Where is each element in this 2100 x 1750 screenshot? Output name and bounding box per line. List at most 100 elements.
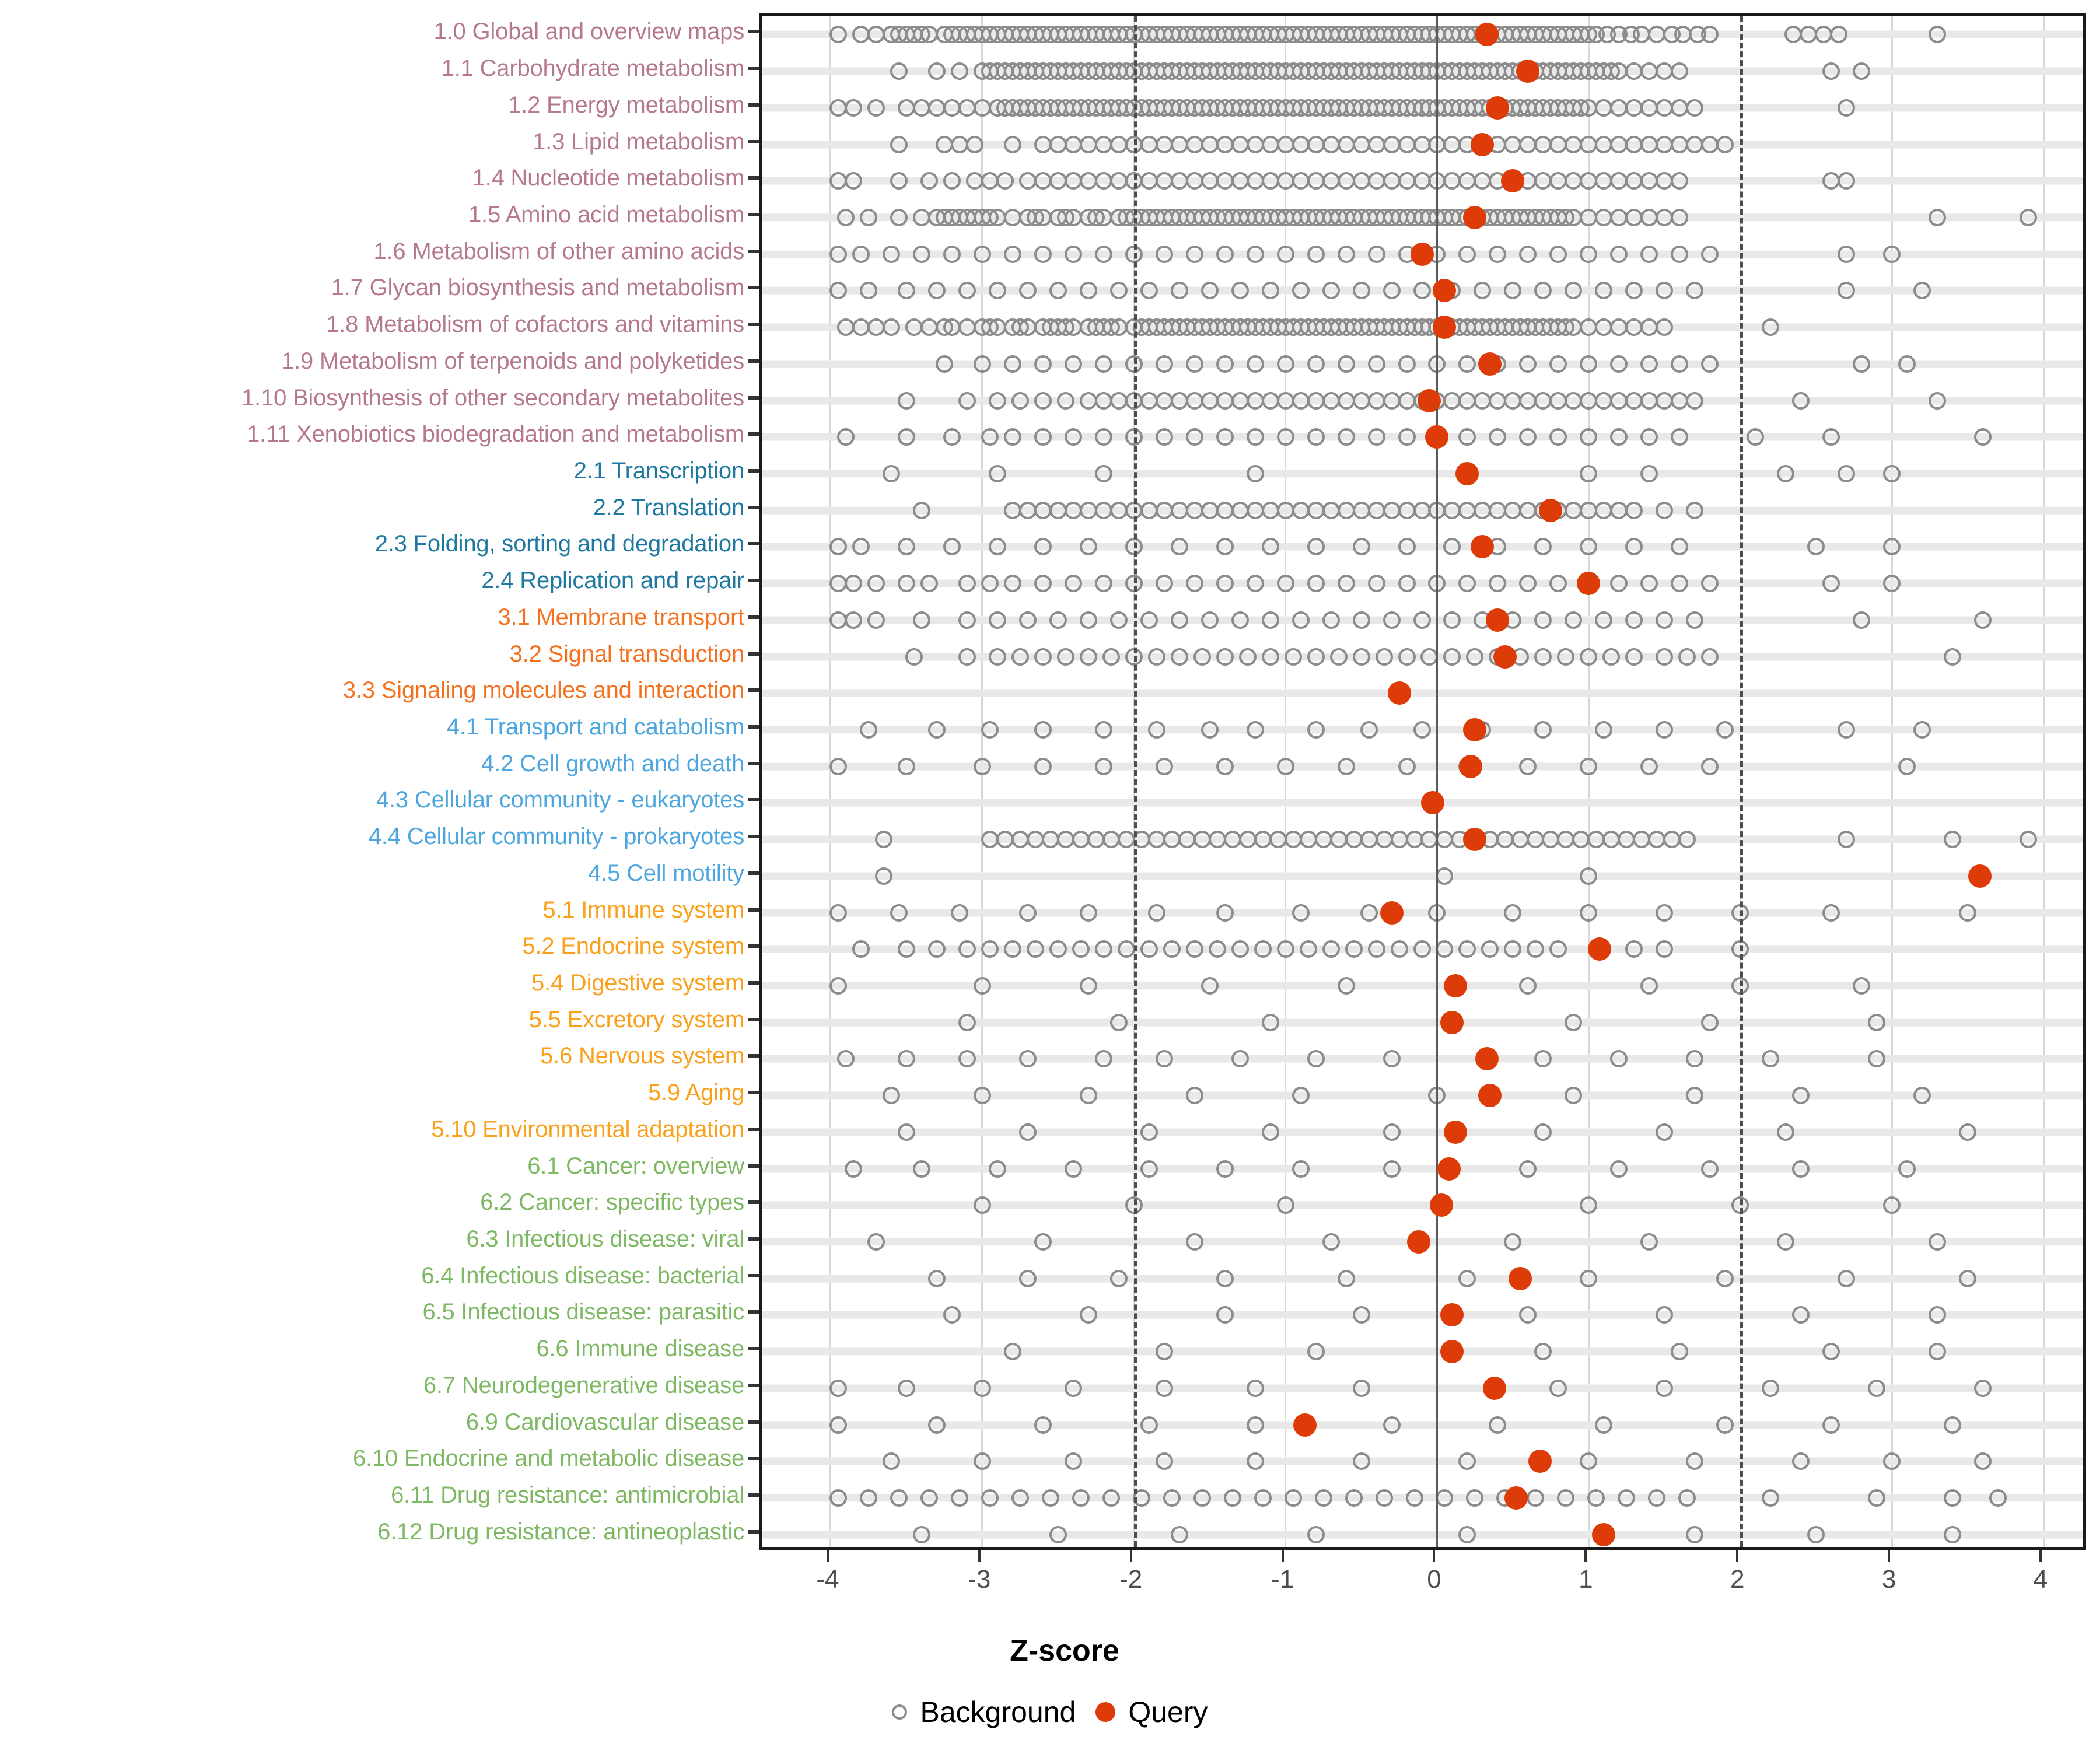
background-dot <box>920 172 938 190</box>
background-dot <box>852 538 870 556</box>
background-dot <box>882 1087 900 1105</box>
query-dot[interactable] <box>1504 1486 1528 1510</box>
y-axis-label: 6.3 Infectious disease: viral <box>466 1226 744 1252</box>
background-dot <box>1686 282 1704 300</box>
background-dot <box>1382 1123 1401 1141</box>
background-dot <box>1147 904 1166 922</box>
background-dot <box>973 1087 991 1105</box>
background-dot <box>1656 1306 1674 1324</box>
query-dot[interactable] <box>1478 352 1502 376</box>
query-dot[interactable] <box>1486 608 1510 632</box>
background-dot <box>1352 282 1370 300</box>
query-dot[interactable] <box>1387 681 1411 705</box>
legend-item-background[interactable]: Background <box>892 1695 1076 1729</box>
query-dot[interactable] <box>1508 1266 1532 1290</box>
background-dot <box>1254 940 1272 958</box>
query-dot[interactable] <box>1463 718 1487 741</box>
background-dot <box>1064 428 1082 446</box>
background-dot <box>1678 1489 1696 1507</box>
query-dot[interactable] <box>1425 425 1449 449</box>
query-dot[interactable] <box>1587 937 1611 961</box>
background-dot <box>1314 1489 1332 1507</box>
background-dot <box>859 720 877 738</box>
query-dot[interactable] <box>1410 242 1434 266</box>
background-dot <box>1549 940 1567 958</box>
background-dot <box>1307 538 1325 556</box>
query-dot[interactable] <box>1443 974 1467 998</box>
background-dot <box>1534 538 1552 556</box>
background-dot <box>1155 1343 1173 1361</box>
query-dot[interactable] <box>1475 23 1499 47</box>
query-dot[interactable] <box>1437 1157 1461 1181</box>
background-dot <box>1337 1269 1355 1287</box>
y-axis-tick <box>748 66 760 71</box>
query-dot[interactable] <box>1380 901 1404 925</box>
query-dot[interactable] <box>1471 132 1494 156</box>
query-dot[interactable] <box>1968 864 1992 888</box>
background-dot <box>1337 757 1355 775</box>
background-dot <box>829 245 847 263</box>
x-axis-tick-label: 4 <box>2033 1565 2048 1594</box>
background-dot <box>1056 648 1074 666</box>
background-dot <box>1716 135 1734 153</box>
background-dot <box>1337 575 1355 593</box>
background-dot <box>1382 1050 1401 1068</box>
query-dot[interactable] <box>1420 791 1444 815</box>
query-dot[interactable] <box>1440 1010 1464 1034</box>
background-dot <box>1413 720 1431 738</box>
query-dot[interactable] <box>1418 388 1441 412</box>
query-dot[interactable] <box>1592 1522 1616 1546</box>
background-dot <box>1671 1343 1689 1361</box>
query-dot[interactable] <box>1430 1194 1454 1217</box>
background-dot <box>988 538 1006 556</box>
background-dot <box>1155 757 1173 775</box>
query-dot[interactable] <box>1440 1340 1464 1364</box>
query-dot[interactable] <box>1516 60 1540 83</box>
query-dot[interactable] <box>1293 1413 1317 1437</box>
query-dot[interactable] <box>1475 1047 1499 1071</box>
y-axis-tick <box>748 1420 760 1424</box>
query-dot[interactable] <box>1455 461 1479 485</box>
gridline-x--1 <box>1284 16 1287 1547</box>
background-dot <box>950 62 968 80</box>
query-dot[interactable] <box>1463 205 1487 229</box>
query-dot[interactable] <box>1501 169 1525 193</box>
background-dot <box>1436 867 1454 885</box>
background-dot <box>1580 355 1598 373</box>
background-dot <box>1382 1416 1401 1434</box>
query-dot[interactable] <box>1471 535 1494 559</box>
query-dot[interactable] <box>1458 754 1482 778</box>
background-dot <box>1534 282 1552 300</box>
background-dot <box>1595 611 1613 629</box>
background-dot <box>1034 1233 1052 1251</box>
query-dot[interactable] <box>1483 1376 1507 1400</box>
background-dot <box>1094 940 1112 958</box>
y-axis-tick <box>748 1383 760 1387</box>
background-dot <box>1640 575 1658 593</box>
background-dot <box>1929 1306 1947 1324</box>
y-axis-tick <box>748 396 760 400</box>
y-axis-label: 5.2 Endocrine system <box>522 933 744 960</box>
query-dot[interactable] <box>1528 1450 1552 1474</box>
background-dot <box>1072 1489 1090 1507</box>
background-dot <box>1792 391 1810 410</box>
query-dot[interactable] <box>1433 279 1457 303</box>
query-dot[interactable] <box>1407 1230 1431 1254</box>
background-dot <box>1458 1452 1476 1471</box>
background-dot <box>1003 135 1021 153</box>
query-dot[interactable] <box>1577 572 1601 596</box>
query-dot[interactable] <box>1539 498 1563 522</box>
query-dot[interactable] <box>1433 316 1457 340</box>
background-dot <box>1762 1379 1780 1397</box>
query-dot[interactable] <box>1440 1303 1464 1327</box>
query-dot[interactable] <box>1486 96 1510 120</box>
background-dot <box>973 1379 991 1397</box>
query-dot[interactable] <box>1493 645 1517 668</box>
legend-item-query[interactable]: Query <box>1096 1695 1208 1729</box>
background-dot <box>882 245 900 263</box>
background-dot <box>1352 1452 1370 1471</box>
background-dot <box>1640 977 1658 995</box>
query-dot[interactable] <box>1443 1120 1467 1144</box>
query-dot[interactable] <box>1478 1084 1502 1108</box>
query-dot[interactable] <box>1463 828 1487 852</box>
